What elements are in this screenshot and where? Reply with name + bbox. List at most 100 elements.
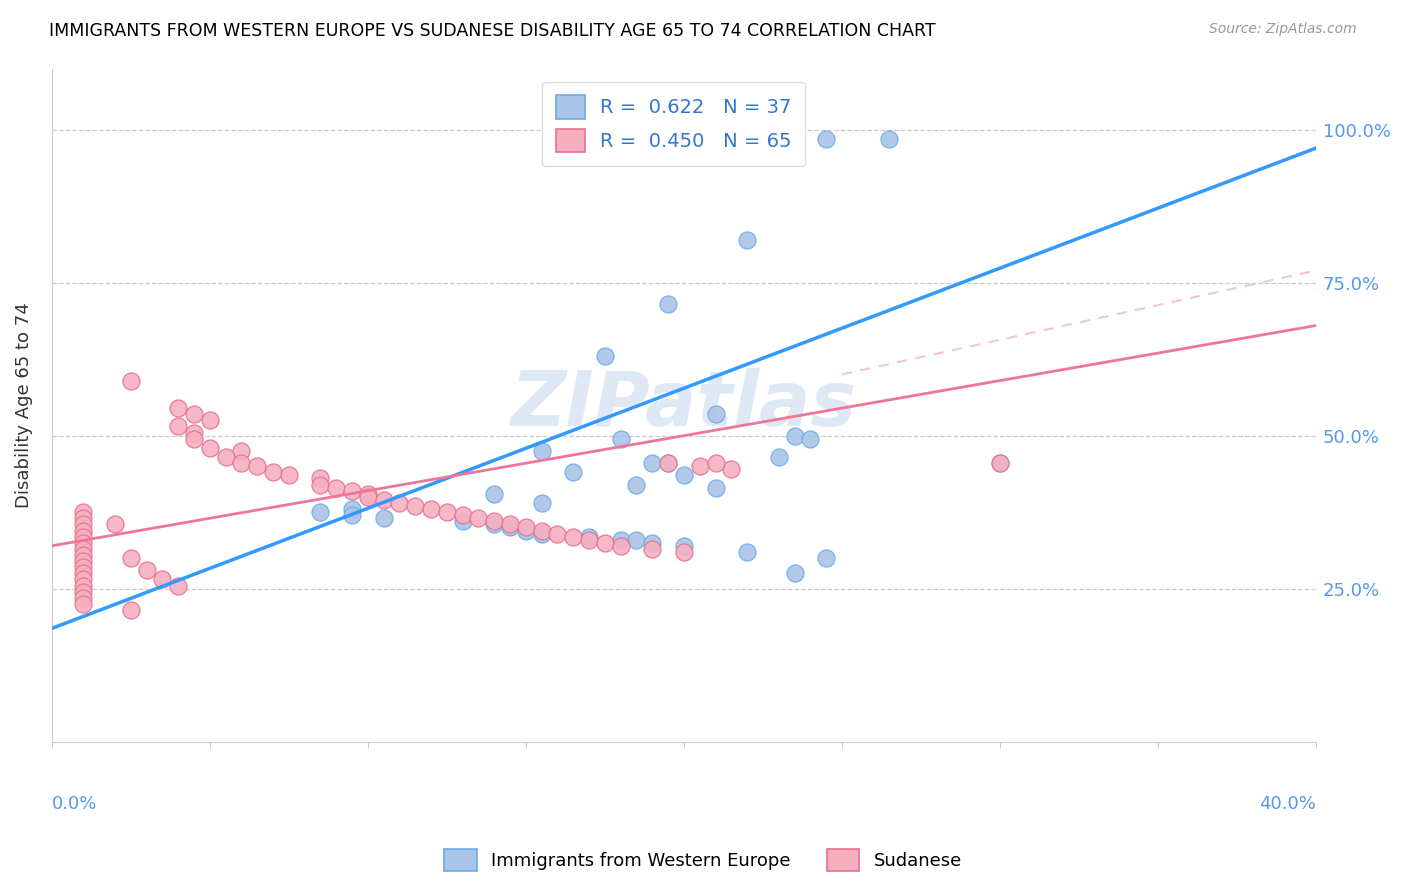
- Point: [593, 349, 616, 363]
- Point: [104, 517, 127, 532]
- Point: [657, 456, 679, 470]
- Point: [72, 566, 94, 581]
- Point: [578, 530, 600, 544]
- Point: [198, 413, 221, 427]
- Point: [988, 456, 1011, 470]
- Text: 0.0%: 0.0%: [52, 796, 97, 814]
- Point: [467, 511, 489, 525]
- Point: [72, 530, 94, 544]
- Point: [72, 517, 94, 532]
- Point: [420, 502, 443, 516]
- Point: [783, 428, 806, 442]
- Point: [626, 477, 648, 491]
- Point: [641, 535, 664, 549]
- Point: [499, 517, 522, 532]
- Point: [704, 407, 727, 421]
- Point: [72, 578, 94, 592]
- Point: [783, 566, 806, 581]
- Point: [120, 551, 142, 566]
- Point: [72, 591, 94, 605]
- Point: [72, 584, 94, 599]
- Point: [72, 505, 94, 519]
- Point: [879, 132, 901, 146]
- Point: [262, 466, 284, 480]
- Point: [499, 520, 522, 534]
- Point: [167, 401, 190, 416]
- Point: [72, 511, 94, 525]
- Point: [546, 526, 568, 541]
- Legend: R =  0.622   N = 37, R =  0.450   N = 65: R = 0.622 N = 37, R = 0.450 N = 65: [541, 81, 806, 166]
- Point: [451, 508, 474, 523]
- Point: [72, 548, 94, 562]
- Point: [562, 466, 585, 480]
- Point: [246, 459, 269, 474]
- Point: [325, 481, 347, 495]
- Text: Source: ZipAtlas.com: Source: ZipAtlas.com: [1209, 22, 1357, 37]
- Point: [198, 441, 221, 455]
- Point: [530, 496, 553, 510]
- Point: [120, 374, 142, 388]
- Point: [150, 573, 173, 587]
- Point: [135, 563, 157, 577]
- Point: [373, 492, 395, 507]
- Point: [799, 432, 821, 446]
- Point: [72, 541, 94, 556]
- Point: [388, 496, 411, 510]
- Point: [530, 524, 553, 538]
- Point: [231, 444, 253, 458]
- Point: [277, 468, 299, 483]
- Point: [641, 541, 664, 556]
- Point: [704, 481, 727, 495]
- Point: [231, 456, 253, 470]
- Point: [72, 524, 94, 538]
- Point: [484, 514, 506, 528]
- Point: [704, 456, 727, 470]
- Point: [626, 533, 648, 547]
- Point: [340, 483, 363, 498]
- Point: [72, 597, 94, 611]
- Point: [515, 524, 537, 538]
- Point: [735, 233, 758, 247]
- Point: [515, 520, 537, 534]
- Point: [768, 450, 790, 464]
- Point: [530, 526, 553, 541]
- Point: [357, 490, 380, 504]
- Point: [72, 560, 94, 574]
- Point: [735, 545, 758, 559]
- Legend: Immigrants from Western Europe, Sudanese: Immigrants from Western Europe, Sudanese: [437, 842, 969, 879]
- Point: [672, 468, 695, 483]
- Point: [183, 407, 205, 421]
- Text: ZIPatlas: ZIPatlas: [510, 368, 856, 442]
- Point: [72, 573, 94, 587]
- Point: [988, 456, 1011, 470]
- Point: [484, 517, 506, 532]
- Point: [373, 511, 395, 525]
- Point: [357, 487, 380, 501]
- Point: [609, 533, 631, 547]
- Point: [815, 551, 838, 566]
- Point: [72, 554, 94, 568]
- Point: [167, 578, 190, 592]
- Point: [309, 471, 332, 485]
- Point: [72, 535, 94, 549]
- Point: [672, 539, 695, 553]
- Point: [340, 502, 363, 516]
- Y-axis label: Disability Age 65 to 74: Disability Age 65 to 74: [15, 302, 32, 508]
- Point: [720, 462, 742, 476]
- Point: [609, 432, 631, 446]
- Point: [120, 603, 142, 617]
- Point: [609, 539, 631, 553]
- Point: [562, 530, 585, 544]
- Point: [183, 432, 205, 446]
- Point: [340, 508, 363, 523]
- Point: [578, 533, 600, 547]
- Point: [404, 499, 426, 513]
- Point: [530, 444, 553, 458]
- Point: [641, 456, 664, 470]
- Point: [214, 450, 236, 464]
- Point: [183, 425, 205, 440]
- Point: [309, 477, 332, 491]
- Point: [657, 297, 679, 311]
- Point: [484, 487, 506, 501]
- Point: [167, 419, 190, 434]
